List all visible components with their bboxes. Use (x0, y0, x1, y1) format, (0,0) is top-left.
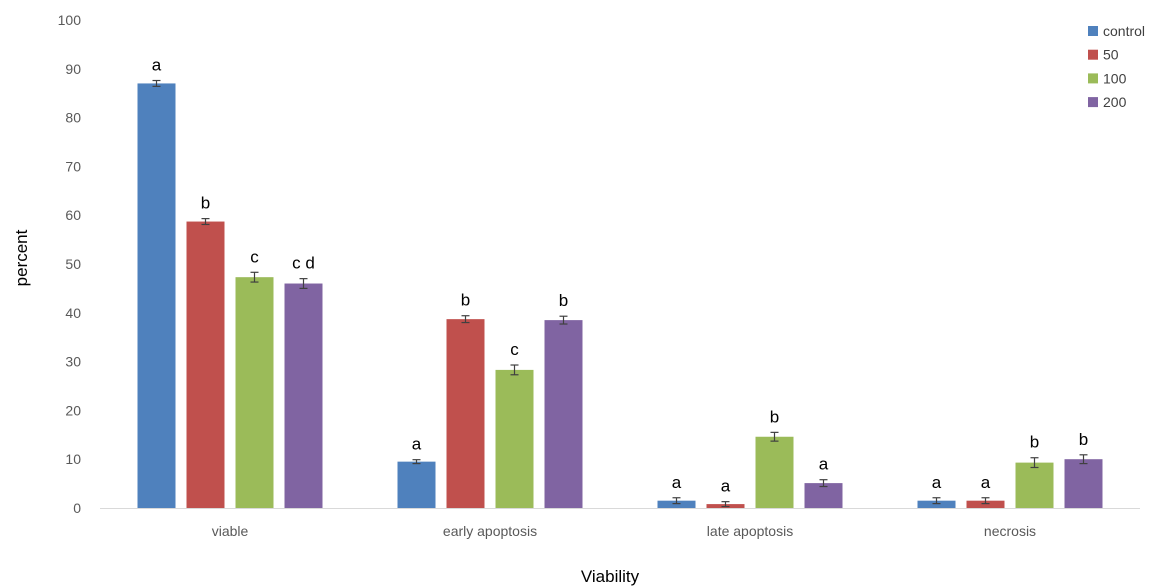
significance-label: a (672, 473, 682, 492)
bar-200-3 (1064, 459, 1103, 508)
y-tick-label: 100 (58, 12, 82, 28)
y-axis-title: percent (12, 229, 31, 286)
significance-label: c (250, 247, 259, 266)
significance-label: b (1079, 430, 1088, 449)
legend-swatch (1088, 73, 1098, 84)
significance-label: a (721, 477, 731, 496)
x-axis-title: Viability (581, 567, 640, 586)
y-tick-label: 0 (73, 500, 81, 516)
significance-label: b (1030, 433, 1039, 452)
bar-200-1 (544, 320, 583, 508)
bar-control-1 (397, 461, 436, 508)
legend-label: 50 (1103, 47, 1119, 63)
significance-label: b (559, 291, 568, 310)
bar-control-3 (917, 500, 956, 508)
legend-swatch (1088, 49, 1098, 60)
category-label: viable (212, 523, 249, 539)
significance-label: c (510, 340, 519, 359)
error-bars (152, 79, 1088, 508)
bar-100-3 (1015, 462, 1054, 508)
category-label: late apoptosis (707, 523, 793, 539)
significance-label: b (201, 194, 210, 213)
bar-200-2 (804, 483, 843, 508)
category-label: early apoptosis (443, 523, 537, 539)
bar-200-0 (284, 283, 323, 508)
y-tick-label: 40 (65, 305, 81, 321)
y-tick-label: 10 (65, 451, 81, 467)
significance-label: a (152, 56, 162, 75)
y-tick-label: 70 (65, 158, 81, 174)
bars (137, 83, 1103, 508)
bar-control-0 (137, 83, 176, 508)
category-label: necrosis (984, 523, 1036, 539)
legend-swatch (1088, 26, 1098, 36)
legend: control 50 100 200 (1088, 23, 1145, 110)
bar-100-2 (755, 436, 794, 508)
significance-label: a (819, 455, 829, 474)
y-tick-label: 50 (65, 256, 81, 272)
y-tick-label: 30 (65, 354, 81, 370)
bar-100-0 (235, 277, 274, 508)
significance-labels: a b c c d a b c b a a b a a a b b (152, 56, 1088, 496)
y-tick-label: 80 (65, 110, 81, 126)
significance-label: a (981, 473, 991, 492)
significance-label: a (412, 435, 422, 454)
legend-label: 100 (1103, 70, 1127, 86)
significance-label: a (932, 473, 942, 492)
y-axis-ticks: 0 10 20 30 40 50 60 70 80 90 100 (58, 12, 82, 516)
y-tick-label: 90 (65, 61, 81, 77)
legend-swatch (1088, 97, 1098, 108)
bar-50-0 (186, 221, 225, 508)
legend-label: 200 (1103, 94, 1127, 110)
bar-50-3 (966, 500, 1005, 508)
significance-label: c d (292, 254, 315, 273)
significance-label: b (770, 407, 779, 426)
y-tick-label: 60 (65, 207, 81, 223)
bar-100-1 (495, 369, 534, 508)
y-tick-label: 20 (65, 402, 81, 418)
bar-control-2 (657, 500, 696, 508)
category-labels: viable early apoptosis late apoptosis necro… (212, 523, 1036, 539)
legend-label: control (1103, 23, 1145, 39)
bar-50-1 (446, 319, 485, 508)
significance-label: b (461, 291, 470, 310)
